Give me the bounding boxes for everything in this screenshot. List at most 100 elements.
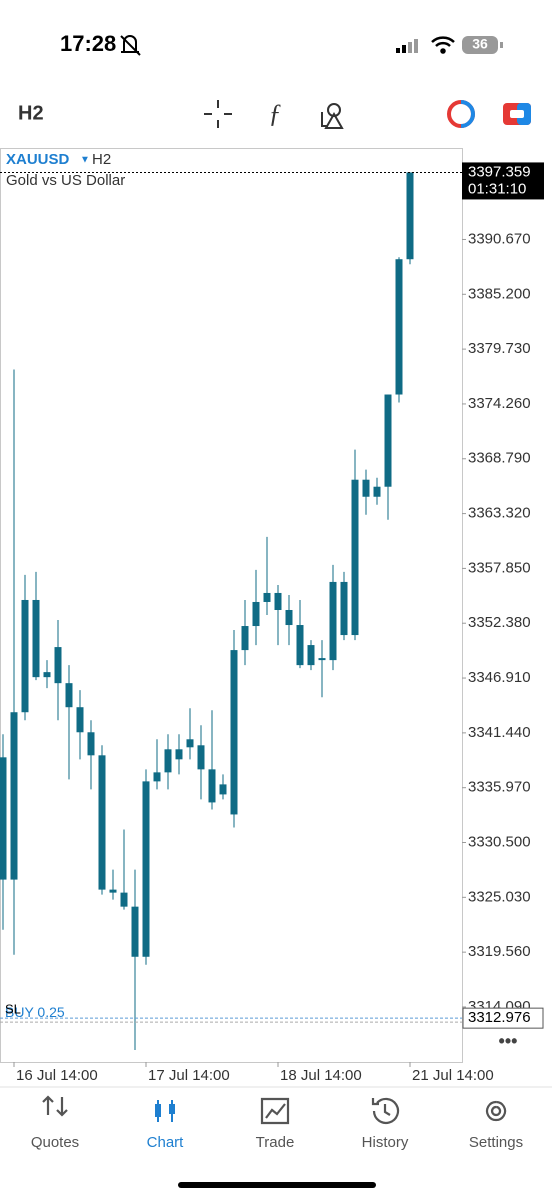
tab-bar: Quotes Chart Trade History Settings xyxy=(31,1095,523,1151)
tab[interactable]: Chart xyxy=(147,1100,185,1151)
tab-icon xyxy=(169,1104,175,1114)
battery-tip xyxy=(500,42,503,48)
tab[interactable]: History xyxy=(362,1097,409,1151)
bar-timer: 01:31:10 xyxy=(468,180,526,197)
y-tick-label: 3379.730 xyxy=(468,340,531,357)
candle-body xyxy=(384,394,392,487)
candle-body xyxy=(307,645,315,666)
y-tick-label: 3385.200 xyxy=(468,285,531,302)
candle-body xyxy=(296,625,304,666)
tab-label: Settings xyxy=(469,1134,523,1151)
candle-body xyxy=(340,581,348,636)
more-button[interactable]: ••• xyxy=(499,1031,518,1051)
x-tick-label: 16 Jul 14:00 xyxy=(16,1067,98,1084)
mute-icon xyxy=(120,35,141,56)
candle-body xyxy=(186,739,194,748)
timeframe-button[interactable]: H2 xyxy=(18,102,44,124)
y-tick-label: 3357.850 xyxy=(468,559,531,576)
last-price-label: 3397.359 xyxy=(468,163,531,180)
x-tick-label: 17 Jul 14:00 xyxy=(148,1067,230,1084)
candle-body xyxy=(318,658,326,661)
candle-body xyxy=(142,781,150,957)
candle-body xyxy=(76,707,84,733)
candle-body xyxy=(285,609,293,626)
candle-body xyxy=(98,755,106,890)
symbol-dropdown[interactable]: ▼ xyxy=(80,155,90,166)
candle-body xyxy=(406,172,414,260)
candle-body xyxy=(329,581,337,661)
candle-body xyxy=(252,601,260,627)
candle-body xyxy=(54,647,62,684)
tab[interactable]: Trade xyxy=(256,1097,295,1151)
trade-button[interactable] xyxy=(503,103,531,125)
candle-body xyxy=(395,259,403,395)
indicators-button[interactable]: ƒ xyxy=(269,99,282,128)
y-tick-label: 3368.790 xyxy=(468,450,531,467)
tab-icon xyxy=(260,1097,290,1125)
candle-body xyxy=(0,757,7,880)
y-tick-label: 3374.260 xyxy=(468,395,531,412)
chart-frame xyxy=(0,148,463,1063)
tab-label: Trade xyxy=(256,1134,295,1151)
y-tick-label: 3363.320 xyxy=(468,505,531,522)
tab[interactable]: Quotes xyxy=(31,1095,79,1151)
objects-button[interactable] xyxy=(321,103,344,129)
tab-icon xyxy=(485,1100,507,1122)
candle-body xyxy=(43,672,51,678)
tab-icon xyxy=(42,1095,68,1117)
candle-body xyxy=(109,889,117,893)
candle-body xyxy=(21,599,29,713)
y-tick-label: 3390.670 xyxy=(468,230,531,247)
candle-body xyxy=(197,745,205,770)
stop-label: SL xyxy=(5,1002,21,1017)
candle-body xyxy=(274,592,282,610)
candle-body xyxy=(120,892,128,907)
x-tick-label: 21 Jul 14:00 xyxy=(412,1067,494,1084)
candle-body xyxy=(32,599,40,678)
chart-subtitle: Gold vs US Dollar xyxy=(6,172,125,189)
x-tick-label: 18 Jul 14:00 xyxy=(280,1067,362,1084)
candle-body xyxy=(230,650,238,815)
y-tick-label: 3319.560 xyxy=(468,943,531,960)
y-tick-label: 3341.440 xyxy=(468,724,531,741)
candle-body xyxy=(219,784,227,795)
tab-label: History xyxy=(362,1134,409,1151)
y-tick-label: 3335.970 xyxy=(468,779,531,796)
y-tick-label: 3346.910 xyxy=(468,669,531,686)
candle-body xyxy=(208,769,216,803)
chart-timeframe: H2 xyxy=(92,151,111,168)
candle-body xyxy=(153,772,161,782)
tab-label: Chart xyxy=(147,1134,185,1151)
tab-label: Quotes xyxy=(31,1134,79,1151)
candle-body xyxy=(241,626,249,651)
plot: 3390.670 3385.200 3379.730 3374.260 3368.790… xyxy=(0,162,544,1084)
battery-level: 36 xyxy=(472,36,488,52)
signal-icon xyxy=(396,39,418,53)
tab[interactable]: Settings xyxy=(469,1100,523,1151)
home-indicator xyxy=(178,1182,376,1188)
order-label: BUY 0.25 xyxy=(5,1004,65,1020)
crosshair-button[interactable] xyxy=(204,100,232,128)
candle-body xyxy=(373,486,381,497)
order-price-label: 3312.976 xyxy=(468,1009,531,1026)
wifi-icon xyxy=(431,36,455,54)
candle-body xyxy=(263,592,271,602)
battery xyxy=(462,36,498,54)
sell-button[interactable] xyxy=(447,100,475,128)
candle-body xyxy=(164,749,172,773)
symbol: XAUUSD xyxy=(6,151,70,168)
last-price-tag xyxy=(462,162,544,200)
order-price-tag xyxy=(462,1007,544,1029)
candle-body xyxy=(351,479,359,636)
clock: 17:28 xyxy=(60,31,116,56)
y-tick-label: 3352.380 xyxy=(468,614,531,631)
tab-icon xyxy=(371,1097,400,1125)
candle-body xyxy=(87,732,95,756)
candle-body xyxy=(10,712,18,880)
y-tick-label: 3330.500 xyxy=(468,833,531,850)
tab-icon xyxy=(155,1104,161,1117)
candle-body xyxy=(175,749,183,760)
candle-body xyxy=(65,683,73,708)
